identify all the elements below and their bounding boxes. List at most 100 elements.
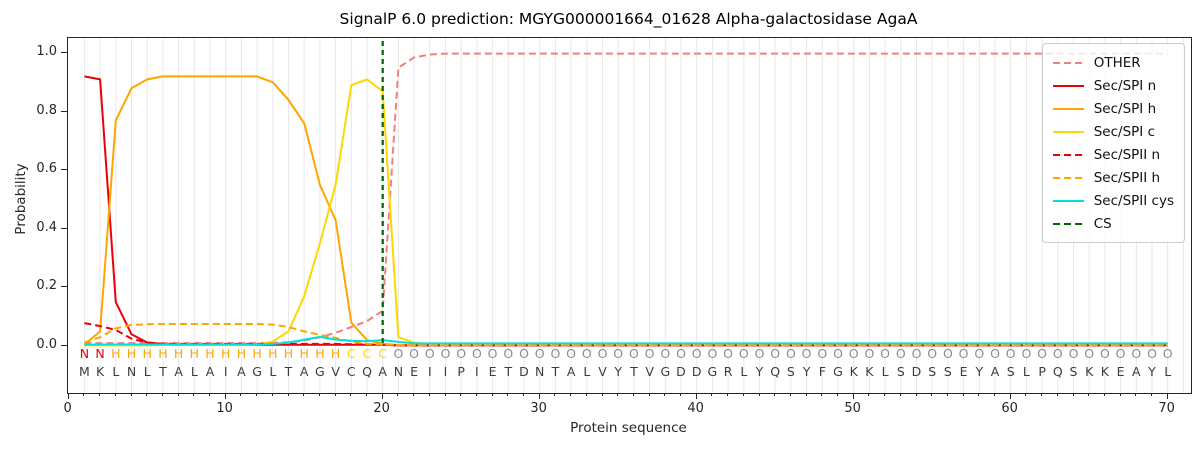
region-label: O	[566, 346, 577, 361]
region-label: O	[1131, 346, 1142, 361]
series-line-sec-spi-c	[84, 78, 1168, 347]
x-minor-tick	[1135, 393, 1137, 396]
y-major-tick	[61, 169, 67, 171]
y-tick-label: 0.2	[36, 278, 57, 294]
x-minor-tick	[664, 393, 666, 396]
sequence-residue: L	[1022, 364, 1030, 379]
x-minor-tick	[460, 393, 462, 396]
sequence-residue: I	[475, 364, 479, 379]
x-minor-tick	[994, 393, 995, 396]
x-minor-tick	[821, 393, 823, 396]
x-minor-tick	[601, 393, 603, 396]
sequence-residue: A	[990, 364, 1000, 379]
y-tick-label: 0.4	[36, 219, 57, 235]
x-major-tick	[538, 393, 540, 399]
x-minor-tick	[99, 393, 101, 396]
x-minor-tick	[350, 393, 352, 396]
x-minor-tick	[428, 393, 430, 396]
sequence-residue: N	[393, 364, 404, 379]
region-label: O	[519, 346, 529, 361]
region-label: O	[738, 346, 749, 361]
legend-item: CS	[1052, 212, 1174, 235]
x-axis-label: Protein sequence	[570, 420, 687, 436]
y-tick-label: 0.6	[36, 161, 57, 177]
region-label: O	[942, 346, 953, 361]
legend-item: Sec/SPII h	[1052, 166, 1174, 189]
sequence-residue: N	[535, 364, 545, 379]
x-major-tick	[1166, 393, 1168, 399]
legend-item: Sec/SPI h	[1052, 97, 1174, 120]
region-label: O	[895, 346, 906, 361]
sequence-residue: G	[833, 364, 843, 379]
region-label: O	[1147, 346, 1157, 361]
legend-item: Sec/SPI c	[1052, 120, 1174, 143]
x-minor-tick	[413, 393, 415, 396]
sequence-residue: D	[519, 364, 529, 379]
x-minor-tick	[507, 393, 509, 396]
region-label: O	[927, 346, 938, 361]
region-label: O	[1052, 346, 1063, 361]
x-minor-tick	[130, 393, 132, 396]
sequence-residue: Q	[1052, 364, 1063, 379]
region-label: O	[833, 346, 843, 361]
sequence-residue: K	[1085, 364, 1094, 379]
region-label: H	[142, 346, 152, 361]
x-minor-tick	[585, 393, 587, 396]
x-minor-tick	[789, 393, 791, 396]
region-label: O	[628, 346, 639, 361]
x-minor-tick	[366, 393, 367, 396]
legend-label: Sec/SPII h	[1093, 169, 1161, 186]
x-major-tick	[852, 393, 854, 399]
region-label: O	[754, 346, 765, 361]
x-tick-label: 0	[63, 401, 72, 416]
x-tick-label: 10	[216, 401, 233, 416]
sequence-residue: Q	[770, 364, 781, 379]
x-minor-tick	[287, 393, 289, 396]
sequence-residue: K	[1100, 364, 1109, 379]
x-minor-tick	[1072, 393, 1074, 396]
legend-line-sample	[1052, 61, 1084, 64]
region-label: O	[456, 346, 467, 361]
region-label: O	[801, 346, 812, 361]
region-label: O	[471, 346, 482, 361]
x-minor-tick	[177, 393, 179, 396]
legend-label: OTHER	[1093, 54, 1141, 71]
sequence-residue: F	[818, 364, 826, 379]
sequence-residue: S	[1006, 364, 1015, 379]
x-minor-tick	[271, 393, 273, 396]
sequence-residue: G	[707, 364, 718, 379]
legend-line-sample	[1052, 222, 1084, 225]
sequence-residue: A	[1132, 364, 1141, 379]
sequence-residue: V	[645, 364, 654, 379]
legend: OTHER Sec/SPI n Sec/SPI h Sec/SPI c Sec/SPII…	[1041, 43, 1185, 243]
sequence-residue: Y	[975, 364, 984, 379]
x-minor-tick	[711, 393, 713, 396]
region-label: O	[1162, 346, 1173, 361]
region-label: O	[770, 346, 781, 361]
region-label: O	[817, 346, 828, 361]
legend-label: Sec/SPI h	[1093, 100, 1157, 117]
sequence-residue: T	[159, 364, 167, 379]
region-label: O	[409, 346, 420, 361]
x-minor-tick	[1119, 393, 1121, 396]
x-minor-tick	[303, 393, 305, 396]
sequence-residue: L	[269, 364, 277, 379]
x-minor-tick	[962, 393, 964, 396]
x-minor-tick	[256, 393, 258, 396]
region-label: H	[158, 346, 168, 361]
region-label: O	[1099, 346, 1110, 361]
sequence-residue: P	[1038, 364, 1046, 379]
region-label: O	[393, 346, 404, 361]
x-minor-tick	[680, 393, 681, 396]
region-label: N	[95, 346, 105, 361]
sequence-residue: K	[849, 364, 858, 379]
x-minor-tick	[161, 393, 163, 396]
sequence-residue: G	[315, 364, 325, 379]
region-label: H	[315, 346, 325, 361]
x-major-tick	[224, 393, 226, 399]
region-label: O	[534, 346, 545, 361]
region-label: O	[1037, 346, 1048, 361]
y-major-tick	[61, 345, 67, 346]
legend-line-sample	[1052, 84, 1084, 87]
sequence-residue: I	[443, 364, 448, 379]
